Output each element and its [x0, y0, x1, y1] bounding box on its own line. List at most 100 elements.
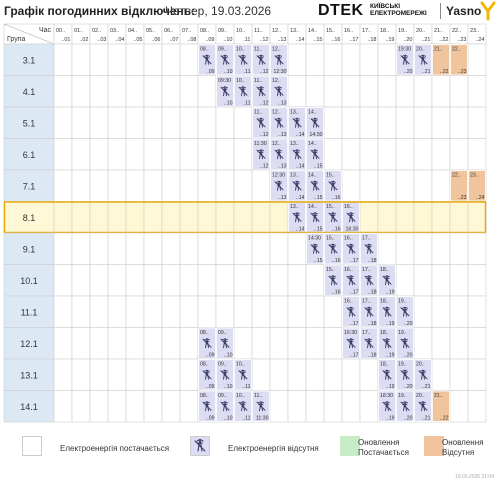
cell-start-time: 17.. [362, 267, 371, 273]
hour-cell [359, 75, 379, 108]
tower-off-icon [310, 180, 320, 191]
hour-header-end: ..21 [421, 37, 430, 43]
tower-off-icon [418, 54, 428, 65]
hour-cell [269, 201, 289, 234]
hour-cell [359, 43, 379, 76]
hour-header-start: 05.. [146, 28, 156, 34]
hour-header-start: 00.. [56, 28, 66, 34]
hour-cell [53, 264, 73, 297]
cell-start-time: 13.. [290, 141, 299, 147]
hour-cell [323, 327, 343, 360]
hour-header-end: ..08 [187, 37, 196, 43]
hour-cell [431, 358, 451, 391]
group-axis-label: Група [7, 36, 26, 43]
tower-off-icon [274, 54, 284, 65]
hour-cell [269, 295, 289, 328]
group-label: 11.1 [21, 307, 38, 317]
group-label: 7.1 [23, 181, 36, 191]
tower-off-icon [292, 149, 302, 160]
tower-off-icon [292, 117, 302, 128]
hour-cell [287, 264, 307, 297]
hour-cell [323, 295, 343, 328]
update-outage-cell [450, 170, 468, 202]
cell-end-time: ..18 [368, 353, 377, 359]
hour-cell [53, 390, 73, 423]
tower-off-icon [202, 54, 212, 65]
hour-cell [377, 75, 397, 108]
hour-cell [233, 327, 253, 360]
hour-cell [143, 106, 163, 139]
tower-off-icon [256, 401, 266, 412]
hour-cell [71, 43, 91, 76]
hour-cell [413, 169, 433, 202]
hour-cell [305, 264, 325, 297]
hour-cell [341, 43, 361, 76]
hour-cell [143, 43, 163, 76]
tower-off-icon [310, 212, 320, 223]
group-label: 13.1 [20, 370, 38, 380]
hour-cell [71, 106, 91, 139]
tower-off-icon [382, 401, 392, 412]
hour-cell [359, 106, 379, 139]
hour-cell [179, 169, 199, 202]
cell-start-time: 09.. [218, 362, 227, 368]
group-label: 3.1 [23, 55, 36, 65]
tower-off-icon [346, 212, 356, 223]
cell-start-time: 09.. [218, 393, 227, 399]
hour-cell [287, 295, 307, 328]
hour-cell [449, 75, 469, 108]
hour-cell [89, 327, 109, 360]
cell-end-time: ..09 [206, 384, 215, 390]
hour-header-start: 02.. [92, 28, 102, 34]
hour-header-end: ..18 [367, 37, 376, 43]
hour-cell [53, 138, 73, 171]
cell-start-time: 18.. [380, 362, 389, 368]
cell-start-time: 14:30 [308, 236, 321, 242]
hour-cell [323, 358, 343, 391]
hour-cell [431, 201, 451, 234]
hour-cell [233, 138, 253, 171]
hour-cell [323, 75, 343, 108]
cell-end-time: 14:30 [310, 132, 323, 138]
cell-start-time: 10.. [236, 393, 245, 399]
cell-end-time: ..20 [404, 353, 413, 359]
tower-off-icon [238, 86, 248, 97]
hour-header-start: 08.. [200, 28, 210, 34]
hour-cell [71, 327, 91, 360]
hour-cell [251, 327, 271, 360]
hour-cell [161, 106, 181, 139]
hour-cell [161, 169, 181, 202]
cell-start-time: 13.. [290, 110, 299, 116]
hour-header-start: 13.. [290, 28, 300, 34]
hour-cell [89, 264, 109, 297]
cell-end-time: 16:30 [346, 227, 359, 233]
logo-divider [440, 3, 441, 19]
cell-start-time: 13.. [290, 204, 299, 210]
hour-header-start: 10.. [236, 28, 246, 34]
hour-header-start: 03.. [110, 28, 120, 34]
hour-cell [287, 358, 307, 391]
legend-on-swatch [22, 436, 42, 456]
hour-cell [53, 75, 73, 108]
hour-cell [107, 264, 127, 297]
hour-header-end: ..14 [295, 37, 304, 43]
cell-end-time: ..12 [260, 69, 269, 75]
hour-cell [449, 295, 469, 328]
cell-end-time: ..20 [404, 384, 413, 390]
hour-cell [179, 358, 199, 391]
hour-cell [233, 295, 253, 328]
hour-cell [53, 169, 73, 202]
cell-end-time: ..15 [314, 227, 323, 233]
hour-header-start: 23.. [470, 28, 480, 34]
cell-start-time: 19.. [398, 393, 407, 399]
cell-start-time: 16:30 [344, 330, 357, 336]
hour-header-end: ..23 [457, 37, 466, 43]
hour-header-end: ..17 [349, 37, 358, 43]
hour-cell [377, 43, 397, 76]
group-label-cell [3, 358, 55, 391]
tower-off-icon [364, 275, 374, 286]
hour-header-start: 20.. [416, 28, 426, 34]
cell-end-time: ..18 [368, 321, 377, 327]
hour-cell [251, 232, 271, 265]
hour-cell [143, 295, 163, 328]
